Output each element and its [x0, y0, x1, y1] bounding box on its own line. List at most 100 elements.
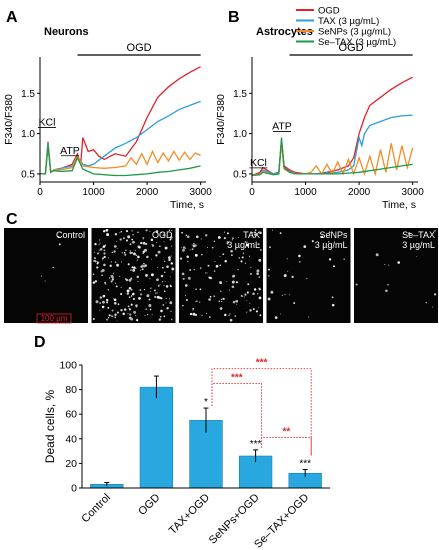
cell-dot [125, 278, 127, 280]
bar-y-tick-label: 100 [59, 360, 77, 372]
cell-dot [258, 296, 262, 300]
astrocytes-series-1 [251, 114, 413, 177]
astrocytes-ogd-bar-label: OGD [339, 42, 364, 54]
cell-dot [146, 294, 150, 298]
cell-dot [189, 249, 191, 251]
cell-dot [226, 281, 228, 283]
cell-dot [244, 262, 246, 264]
cell-dot [127, 313, 129, 315]
cell-dot [136, 275, 140, 279]
cell-dot [132, 240, 135, 244]
micrograph-sublabel: 3 µg/mL [227, 240, 260, 250]
cell-dot [129, 250, 131, 252]
cell-dot [44, 280, 46, 282]
cell-dot [119, 275, 121, 277]
cell-dot [299, 260, 301, 263]
cell-dot [140, 265, 143, 268]
cell-dot [253, 231, 256, 234]
cell-dot [107, 257, 109, 259]
cell-dot [131, 230, 133, 232]
cell-dot [142, 238, 144, 240]
cell-dot [150, 273, 154, 277]
cell-dot [221, 300, 223, 302]
astrocytes-annotation-1: ATP [272, 121, 292, 133]
cell-dot [168, 298, 171, 300]
cell-dot [160, 309, 163, 313]
cell-dot [146, 255, 149, 259]
cell-dot [120, 292, 123, 296]
cell-dot [170, 255, 172, 257]
cell-dot [102, 229, 106, 233]
cell-dot [171, 271, 173, 273]
cell-dot [158, 318, 162, 321]
cell-dot [434, 230, 436, 232]
cell-dot [291, 275, 294, 279]
cell-dot [116, 240, 118, 242]
cell-dot [95, 300, 99, 304]
cell-dot [253, 288, 257, 291]
cell-dot [332, 265, 336, 268]
cell-dot [147, 314, 149, 316]
cell-dot [122, 312, 125, 316]
cell-dot [155, 292, 157, 294]
cell-dot [134, 249, 136, 251]
cell-dot [185, 298, 189, 302]
cell-dot [213, 295, 216, 298]
cell-dot [195, 288, 197, 291]
cell-dot [114, 232, 118, 236]
cell-dot [94, 251, 96, 253]
cell-dot [163, 241, 165, 243]
bar-2 [189, 420, 223, 489]
cell-dot [201, 254, 203, 256]
cell-dot [131, 266, 134, 269]
cell-dot [168, 229, 171, 231]
neurons-ogd-bar-label: OGD [127, 42, 152, 54]
cell-dot [268, 275, 270, 277]
cell-dot [240, 295, 243, 297]
cell-dot [182, 304, 184, 307]
cell-dot [113, 250, 116, 253]
cell-dot [159, 296, 162, 300]
cell-dot [115, 282, 117, 284]
cell-dot [138, 297, 141, 300]
scale-bar-label: 100 µm [41, 314, 68, 323]
cell-dot [231, 254, 233, 256]
bar-y-tick-label: 0 [71, 483, 77, 495]
cell-dot [92, 317, 95, 321]
bar-star-4: *** [299, 459, 311, 470]
legend-label-1: TAX (3 µg/mL) [318, 16, 379, 27]
cell-dot [103, 294, 106, 297]
astrocytes-x-tick-label: 3000 [402, 187, 425, 198]
cell-dot [244, 241, 247, 243]
neurons-y-label: F340/F380 [3, 94, 15, 145]
cell-dot [250, 266, 252, 268]
cell-dot [260, 249, 262, 251]
cell-dot [104, 281, 107, 284]
cell-dot [355, 283, 358, 286]
cell-dot [149, 308, 152, 311]
cell-dot [235, 281, 238, 284]
cell-dot [258, 259, 260, 261]
cell-dot [98, 244, 100, 246]
cell-dot [156, 292, 158, 294]
cell-dot [214, 261, 216, 263]
cell-dot [213, 240, 216, 242]
cell-dot [41, 275, 42, 277]
cell-dot [142, 242, 144, 244]
cell-dot [192, 244, 196, 248]
cell-dot [286, 258, 288, 260]
cell-dot [238, 257, 241, 259]
cell-dot [114, 261, 117, 263]
cell-dot [161, 232, 162, 234]
cell-dot [113, 272, 115, 274]
cell-dot [206, 246, 209, 248]
cell-dot [107, 306, 110, 309]
cell-dot [241, 256, 244, 259]
cell-dot [143, 262, 145, 265]
cell-dot [101, 259, 104, 261]
cell-dot [388, 264, 390, 266]
